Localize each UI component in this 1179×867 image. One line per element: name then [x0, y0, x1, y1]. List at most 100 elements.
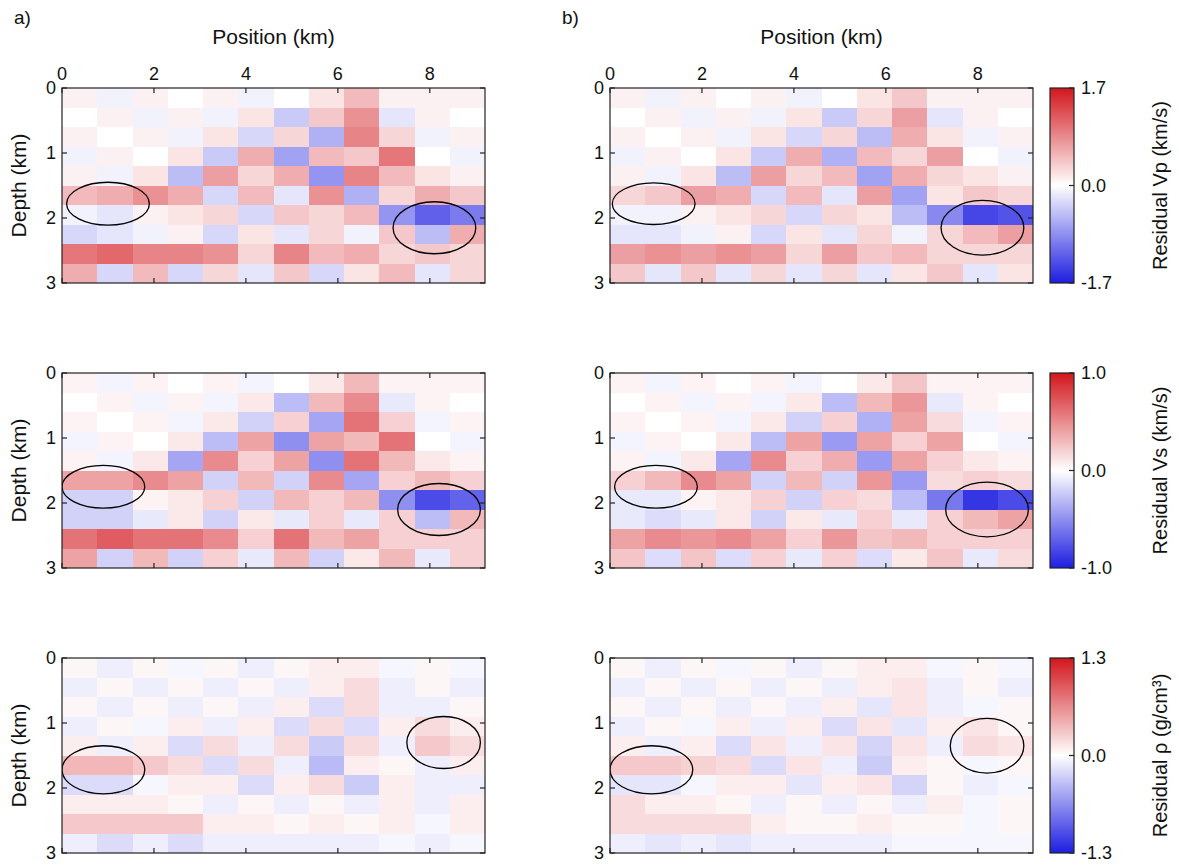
cell: [998, 795, 1033, 815]
cell: [751, 373, 787, 393]
cell: [274, 697, 310, 717]
cell: [379, 834, 415, 854]
cell: [133, 147, 169, 167]
y-tick: [610, 502, 615, 503]
cell: [963, 432, 999, 452]
cell: [450, 166, 485, 186]
cell: [751, 549, 787, 569]
cell: [344, 736, 380, 756]
cell: [133, 205, 169, 225]
cells: [610, 658, 1033, 853]
cell: [610, 205, 646, 225]
cell: [892, 795, 928, 815]
cell: [133, 775, 169, 795]
cell: [379, 205, 415, 225]
cell: [751, 510, 787, 530]
cell: [716, 432, 752, 452]
cell: [681, 834, 717, 854]
cell: [238, 264, 274, 284]
cell: [133, 127, 169, 147]
cell: [344, 147, 380, 167]
cell: [168, 393, 204, 413]
cell: [379, 264, 415, 284]
cell: [892, 264, 928, 284]
cell: [645, 814, 681, 834]
cell: [168, 490, 204, 510]
cell: [963, 88, 999, 108]
cell: [309, 244, 345, 264]
cell: [822, 108, 858, 128]
cell: [716, 225, 752, 245]
y-tick: [1028, 372, 1033, 373]
x-tick: [153, 88, 154, 93]
cell: [203, 205, 239, 225]
cell: [786, 147, 822, 167]
x-tick: [337, 278, 338, 283]
x-tick: [701, 88, 702, 93]
cell: [168, 166, 204, 186]
cell: [610, 717, 646, 737]
colorbar-tick-label: 0.0: [1081, 461, 1106, 481]
cell: [344, 814, 380, 834]
cell: [822, 412, 858, 432]
cell: [168, 225, 204, 245]
cell: [415, 795, 451, 815]
cell: [998, 717, 1033, 737]
cell: [857, 108, 893, 128]
cell: [274, 814, 310, 834]
cell: [133, 88, 169, 108]
cell: [133, 451, 169, 471]
cell: [998, 549, 1033, 569]
cell: [238, 393, 274, 413]
cell: [203, 412, 239, 432]
cell: [822, 717, 858, 737]
x-tick: [977, 563, 978, 568]
cell: [97, 529, 133, 549]
cell: [610, 775, 646, 795]
cell: [274, 490, 310, 510]
y-tick: [480, 657, 485, 658]
cell: [681, 795, 717, 815]
colorbar-tick: [1069, 852, 1074, 853]
cell: [927, 264, 963, 284]
highlight-ellipse: [407, 717, 481, 769]
cell: [97, 451, 133, 471]
cell: [857, 717, 893, 737]
cell: [97, 432, 133, 452]
cell: [857, 471, 893, 491]
cell: [927, 736, 963, 756]
x-tick: [61, 848, 62, 853]
cell: [62, 108, 98, 128]
cell: [238, 717, 274, 737]
cell: [786, 373, 822, 393]
cell: [716, 108, 752, 128]
y-tick: [610, 437, 615, 438]
highlight-ellipse: [398, 484, 481, 536]
cell: [927, 834, 963, 854]
cell: [963, 127, 999, 147]
x-tick-label: 6: [881, 64, 891, 84]
cell: [450, 412, 485, 432]
cell: [133, 490, 169, 510]
y-tick: [480, 152, 485, 153]
cell: [927, 108, 963, 128]
cell: [927, 147, 963, 167]
y-tick-label: 3: [594, 843, 604, 863]
cell: [963, 678, 999, 698]
cell: [927, 88, 963, 108]
cell: [203, 244, 239, 264]
cell: [97, 127, 133, 147]
cell: [786, 451, 822, 471]
cell: [822, 264, 858, 284]
cell: [379, 678, 415, 698]
cell: [998, 756, 1033, 776]
cell: [415, 166, 451, 186]
x-tick: [609, 278, 610, 283]
y-tick: [610, 282, 615, 283]
colorbar-tick: [1069, 282, 1074, 283]
cell: [379, 432, 415, 452]
cell: [610, 225, 646, 245]
cell: [203, 166, 239, 186]
cell: [133, 225, 169, 245]
cell: [309, 225, 345, 245]
